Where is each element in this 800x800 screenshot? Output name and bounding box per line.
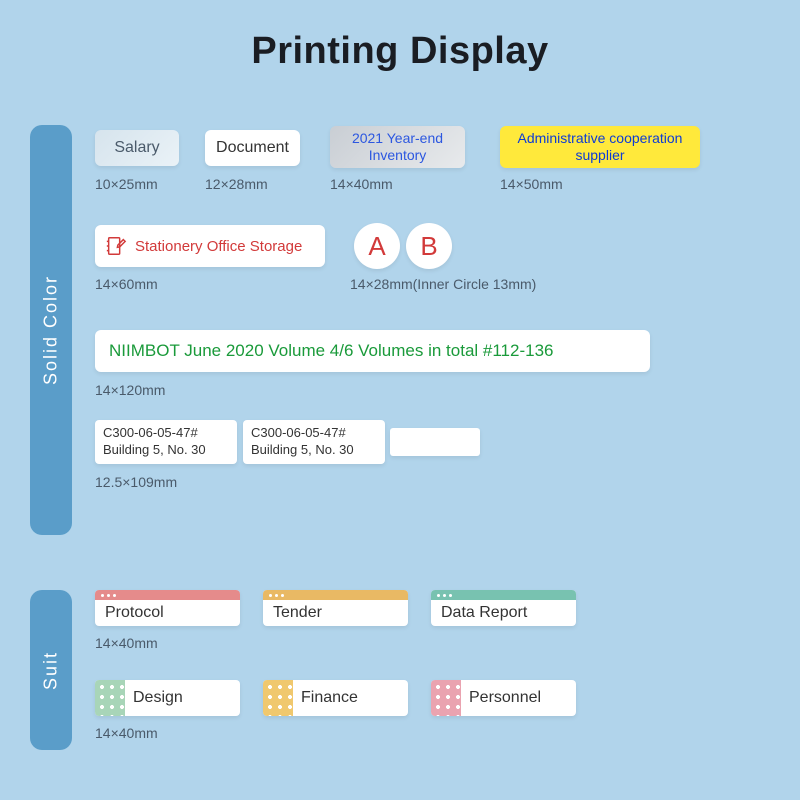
suit-card-protocol: Protocol: [95, 590, 240, 626]
segment-line: Building 5, No. 30: [251, 442, 354, 459]
page-title: Printing Display: [0, 0, 800, 73]
section-tab-solid-color: Solid Color: [30, 125, 72, 535]
suit-card-finance: Finance: [263, 680, 408, 716]
label-tag-document: Document: [205, 130, 300, 166]
dimension-label: 12×28mm: [205, 176, 268, 192]
label-tag-admin: Administrative cooperation supplier: [500, 126, 700, 168]
section-tab-suit: Suit: [30, 590, 72, 750]
suit-card-data-report: Data Report: [431, 590, 576, 626]
suit-card-personnel: Personnel: [431, 680, 576, 716]
suit-card-label: Design: [133, 689, 183, 707]
dimension-label: 14×50mm: [500, 176, 563, 192]
dimension-label: 14×60mm: [95, 276, 158, 292]
suit-card-label: Data Report: [441, 604, 527, 622]
card-dot-strip: [95, 680, 125, 716]
suit-card-label: Personnel: [469, 689, 541, 707]
dimension-label: 14×28mm(Inner Circle 13mm): [350, 276, 536, 292]
segment-line: Building 5, No. 30: [103, 442, 206, 459]
suit-card-label: Finance: [301, 689, 358, 707]
suit-card-label: Protocol: [105, 604, 164, 622]
dimension-label: 14×40mm: [95, 635, 158, 651]
label-tag-niimbot: NIIMBOT June 2020 Volume 4/6 Volumes in …: [95, 330, 650, 372]
label-tag-blank: [390, 428, 480, 456]
suit-card-label: Tender: [273, 604, 322, 622]
card-topbar: [431, 590, 576, 600]
label-tag-inventory: 2021 Year-end Inventory: [330, 126, 465, 168]
dimension-label: 12.5×109mm: [95, 474, 177, 490]
card-topbar: [263, 590, 408, 600]
dimension-label: 14×120mm: [95, 382, 165, 398]
circle-letter: A: [354, 223, 400, 269]
card-dot-strip: [431, 680, 461, 716]
suit-card-design: Design: [95, 680, 240, 716]
card-dot-strip: [263, 680, 293, 716]
segment-line: C300-06-05-47#: [103, 425, 198, 442]
label-tag-salary: Salary: [95, 130, 179, 166]
dimension-label: 14×40mm: [330, 176, 393, 192]
dimension-label: 14×40mm: [95, 725, 158, 741]
label-text: Stationery Office Storage: [135, 238, 302, 255]
circle-letter: B: [406, 223, 452, 269]
card-topbar: [95, 590, 240, 600]
label-tag-segment: C300-06-05-47# Building 5, No. 30: [243, 420, 385, 464]
notebook-pencil-icon: [105, 235, 127, 257]
dimension-label: 10×25mm: [95, 176, 158, 192]
segment-line: C300-06-05-47#: [251, 425, 346, 442]
label-tag-segment: C300-06-05-47# Building 5, No. 30: [95, 420, 237, 464]
suit-card-tender: Tender: [263, 590, 408, 626]
label-tag-circle-pair: A B: [350, 222, 456, 270]
label-tag-stationery: Stationery Office Storage: [95, 225, 325, 267]
